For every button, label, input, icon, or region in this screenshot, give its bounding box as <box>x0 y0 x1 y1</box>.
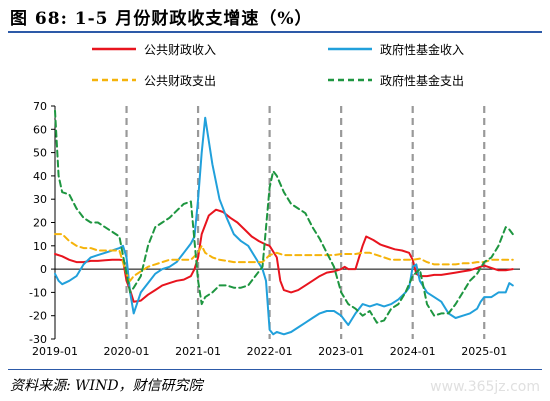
x-tick-label: 2024-01 <box>390 345 436 358</box>
x-tick-label: 2019-01 <box>32 345 78 358</box>
y-tick-label: 10 <box>33 240 47 253</box>
legend-label: 公共财政收入 <box>144 43 216 57</box>
y-tick-label: -10 <box>29 286 47 299</box>
legend-item-2: 政府性基金收入 <box>328 42 464 57</box>
series-line-2 <box>54 116 514 336</box>
y-tick-label: 0 <box>40 263 47 276</box>
y-tick-label: -20 <box>29 310 47 323</box>
watermark: www.365jz.com <box>430 379 540 395</box>
title-divider <box>8 31 542 33</box>
y-tick-label: 70 <box>33 100 47 113</box>
x-tick-label: 2023-01 <box>318 345 364 358</box>
legend-label: 公共财政支出 <box>144 74 216 88</box>
source-note: 资料来源: WIND，财信研究院 <box>10 378 203 394</box>
legend-item-4: 政府性基金支出 <box>328 73 464 88</box>
source-divider <box>8 369 542 370</box>
y-tick-label: 30 <box>33 193 47 206</box>
series-line-1 <box>54 208 514 303</box>
y-tick-label: -30 <box>29 333 47 346</box>
x-tick-label: 2022-01 <box>247 345 293 358</box>
figure-title: 图 68: 1-5 月份财政收支增速（%） <box>10 9 313 29</box>
legend-label: 政府性基金收入 <box>380 42 464 57</box>
legend-item-1: 公共财政收入 <box>92 43 216 57</box>
series-line-3 <box>54 233 514 282</box>
x-tick-label: 2020-01 <box>104 345 150 358</box>
series-line-4 <box>54 109 514 324</box>
y-tick-label: 40 <box>33 170 47 183</box>
x-tick-label: 2025-01 <box>461 345 507 358</box>
y-tick-label: 60 <box>33 123 47 136</box>
y-tick-label: 50 <box>33 147 47 160</box>
legend-label: 政府性基金支出 <box>380 73 464 88</box>
x-tick-label: 2021-01 <box>175 345 221 358</box>
y-tick-label: 20 <box>33 217 47 230</box>
legend-item-3: 公共财政支出 <box>92 74 216 88</box>
series-layer <box>54 109 514 336</box>
axes: -30 -20 -10 0 10 20 30 40 50 60 70 2019-01 2020-01 20… <box>29 100 520 358</box>
